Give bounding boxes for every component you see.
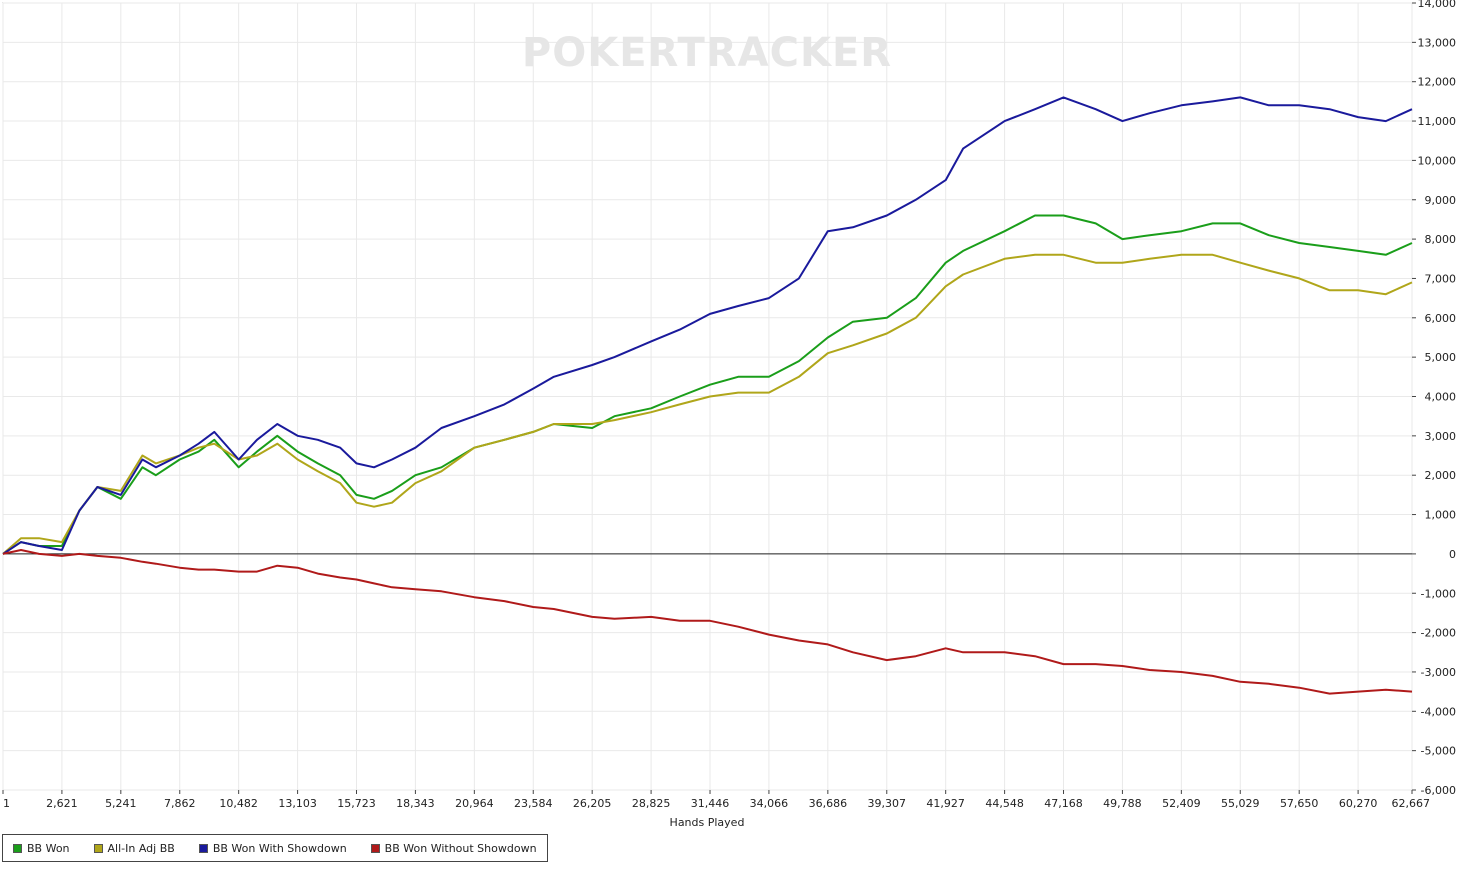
y-axis: 14,000 13,000 12,000 11,000 10,000 9,000 8,000… [1412,0,1456,797]
series-layer [2,96,1413,695]
legend-item[interactable]: BB Won Without Showdown [370,841,537,855]
x-tick-label: 23,584 [514,797,553,810]
y-tick-label: 12,000 [1418,76,1457,89]
legend-label: BB Won [27,841,70,855]
x-tick-label: 34,066 [750,797,789,810]
x-tick-label: 18,343 [396,797,435,810]
y-tick-label: 9,000 [1425,194,1457,207]
y-tick-label: 11,000 [1418,115,1457,128]
x-tick-label: 41,927 [926,797,965,810]
legend-swatch [198,843,208,853]
y-tick-label: 4,000 [1425,391,1457,404]
x-tick-label: 10,482 [219,797,258,810]
legend-swatch [13,843,22,853]
x-tick-label: 1 [3,797,10,810]
legend-swatch [370,843,380,853]
y-tick-label: 8,000 [1425,233,1457,246]
legend-label: BB Won Without Showdown [384,841,537,855]
y-tick-label: 0 [1449,548,1456,561]
x-tick-label: 7,862 [164,797,196,810]
legend-item[interactable]: BB Won [13,842,70,855]
y-tick-label: 2,000 [1425,469,1457,482]
y-tick-label: 14,000 [1418,0,1457,10]
y-tick-label: 13,000 [1418,36,1457,49]
x-tick-label: 20,964 [455,797,494,810]
legend-item[interactable]: BB Won With Showdown [198,841,347,855]
legend-item[interactable]: All-In Adj BB [93,841,175,855]
y-tick-label: 6,000 [1425,312,1457,325]
x-tick-label: 2,621 [46,797,78,810]
x-tick-label: 49,788 [1103,797,1142,810]
legend-label: All-In Adj BB [107,841,175,855]
y-tick-label: 10,000 [1418,154,1457,167]
y-tick-label: -6,000 [1421,784,1456,797]
x-tick-label: 60,270 [1339,797,1378,810]
x-tick-label: 15,723 [337,797,376,810]
y-tick-label: 3,000 [1425,430,1457,443]
x-tick-label: 28,825 [632,797,671,810]
pokertracker-watermark: POKERTRACKER [522,30,892,76]
x-tick-label: 39,307 [868,797,907,810]
pokertracker-chart: POKERTRACKER 14,00013,00012,00011,00010,… [2,0,1456,829]
x-tick-label: 26,205 [573,797,612,810]
y-tick-label: -5,000 [1421,745,1456,758]
y-tick-label: -3,000 [1421,666,1456,679]
y-tick-label: -1,000 [1421,587,1456,600]
x-tick-label: 36,686 [809,797,848,810]
x-tick-label: 31,446 [691,797,730,810]
x-axis-title: Hands Played [670,816,745,829]
legend: BB Won All-In Adj BB BB Won With Showdown B… [2,834,548,862]
series-line-bb-won-without-showdown [2,549,1413,695]
x-tick-label: 13,103 [278,797,317,810]
legend-swatch [93,843,103,853]
legend-label: BB Won With Showdown [212,841,347,855]
x-tick-label: 5,241 [105,797,137,810]
y-tick-label: -2,000 [1421,627,1456,640]
series-line-bb-won-with-showdown [2,96,1413,555]
y-tick-label: 5,000 [1425,351,1457,364]
y-tick-label: 7,000 [1425,272,1457,285]
x-axis: 1 2,621 5,241 7,862 10,482 13,103 15,723 18,343… [2,790,1431,810]
x-tick-label: 57,650 [1280,797,1319,810]
x-tick-label: 52,409 [1162,797,1201,810]
y-tick-label: -4,000 [1421,705,1456,718]
x-tick-label: 55,029 [1221,797,1260,810]
x-tick-label: 47,168 [1044,797,1083,810]
x-tick-label: 44,548 [985,797,1024,810]
x-tick-label: 62,667 [1392,797,1431,810]
y-tick-label: 1,000 [1425,509,1457,522]
